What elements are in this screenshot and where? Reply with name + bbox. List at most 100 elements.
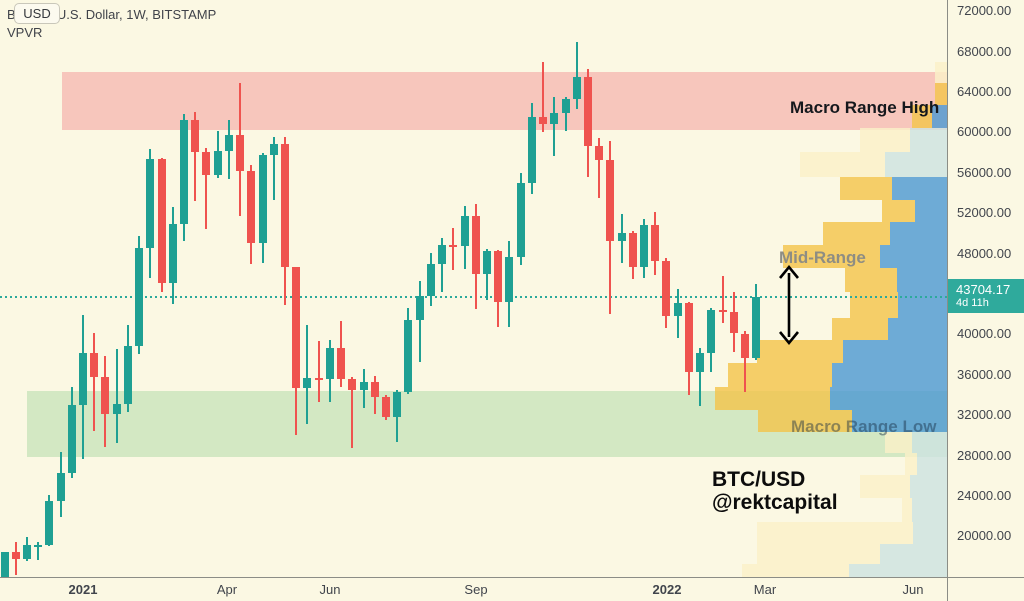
volume-profile-bar-segment bbox=[912, 105, 932, 128]
candle-body bbox=[718, 310, 727, 313]
candle-body bbox=[471, 215, 480, 274]
candle-body bbox=[393, 392, 402, 418]
candle-wick bbox=[272, 137, 275, 201]
volume-profile-bar-segment bbox=[757, 522, 913, 544]
price-tick-label: 56000.00 bbox=[957, 164, 1012, 180]
candle-wick bbox=[194, 112, 197, 201]
candle-body bbox=[0, 552, 9, 577]
current-price-value: 43704.17 bbox=[956, 281, 1011, 297]
candle-wick bbox=[575, 41, 578, 110]
candle-body bbox=[741, 333, 750, 358]
candle-wick bbox=[306, 325, 309, 425]
volume-profile-bar-segment bbox=[757, 340, 843, 363]
volume-profile-bar-segment bbox=[882, 200, 915, 222]
volume-profile-bar-segment bbox=[915, 200, 947, 222]
price-chart-pane[interactable]: Macro Range High Mid-Range Macro Range L… bbox=[0, 0, 947, 577]
mid-range-label: Mid-Range bbox=[779, 248, 866, 267]
candle-body bbox=[460, 215, 469, 246]
indicator-title[interactable]: VPVR bbox=[7, 25, 43, 40]
candle-body bbox=[146, 158, 155, 248]
current-price-badge: 43704.17 4d 11h bbox=[948, 278, 1024, 313]
price-tick-label: 64000.00 bbox=[957, 84, 1012, 99]
volume-profile-bar-segment bbox=[830, 387, 947, 410]
candle-body bbox=[684, 303, 693, 373]
candle-wick bbox=[317, 341, 320, 402]
volume-profile-bar-segment bbox=[742, 564, 849, 577]
volume-profile-bar-segment bbox=[913, 522, 947, 544]
volume-profile-bar-segment bbox=[852, 410, 947, 432]
candle-body bbox=[79, 352, 88, 406]
volume-profile-bar-segment bbox=[840, 177, 892, 200]
watermark: BTC/USD @rektcapital bbox=[712, 468, 838, 514]
candle-body bbox=[168, 223, 177, 283]
candle-body bbox=[651, 225, 660, 261]
volume-profile-bar-segment bbox=[843, 340, 947, 363]
candle-wick bbox=[441, 238, 444, 292]
macro-range-high-zone bbox=[62, 71, 947, 131]
range-arrow bbox=[778, 264, 800, 346]
candle-body bbox=[247, 170, 256, 243]
time-tick-label: Jun bbox=[319, 582, 341, 597]
volume-profile-bar-segment bbox=[932, 105, 947, 128]
candle-wick bbox=[699, 347, 702, 406]
price-tick-label: 36000.00 bbox=[957, 366, 1012, 382]
candle-body bbox=[180, 119, 189, 224]
time-tick-label: Mar bbox=[753, 582, 777, 597]
candle-body bbox=[426, 263, 435, 297]
volume-profile-bar-segment bbox=[849, 564, 947, 577]
candle-body bbox=[348, 378, 357, 390]
candle-body bbox=[673, 303, 682, 316]
volume-profile-bar-segment bbox=[823, 222, 890, 245]
candle-body bbox=[303, 378, 312, 388]
candle-body bbox=[449, 244, 458, 247]
candle-body bbox=[729, 312, 738, 334]
price-tick-label: 20000.00 bbox=[957, 528, 1012, 544]
candle-body bbox=[561, 99, 570, 114]
candle-body bbox=[135, 247, 144, 346]
time-axis-separator bbox=[0, 577, 1024, 578]
candle-body bbox=[236, 134, 245, 171]
price-tick-label: 72000.00 bbox=[957, 3, 1012, 19]
candle-wick bbox=[485, 248, 488, 301]
candle-body bbox=[45, 501, 54, 545]
price-tick-label: 24000.00 bbox=[957, 488, 1012, 503]
candle-body bbox=[314, 378, 323, 381]
time-tick-label: 2021 bbox=[68, 582, 98, 597]
candle-body bbox=[337, 347, 346, 379]
candle-wick bbox=[205, 147, 208, 230]
volume-profile-bar-segment bbox=[880, 245, 947, 268]
candle-body bbox=[191, 119, 200, 153]
volume-profile-bar-segment bbox=[892, 177, 947, 200]
candle-body bbox=[22, 544, 31, 560]
volume-profile-bar-segment bbox=[912, 432, 947, 453]
volume-profile-bar-segment bbox=[832, 363, 947, 387]
candle-body bbox=[628, 232, 637, 267]
currency-toggle-button[interactable]: USD bbox=[14, 3, 60, 24]
candle-wick bbox=[452, 228, 455, 271]
candle-body bbox=[112, 403, 121, 415]
volume-profile-bar-segment bbox=[905, 453, 917, 475]
volume-profile-bar-segment bbox=[860, 475, 910, 498]
volume-profile-bar-segment bbox=[880, 544, 947, 564]
candle-body bbox=[583, 77, 592, 147]
candle-body bbox=[67, 405, 76, 474]
volume-profile-bar-segment bbox=[888, 318, 947, 340]
volume-profile-bar-segment bbox=[910, 128, 947, 152]
time-axis[interactable]: 2021 Apr Jun Sep 2022 Mar Jun bbox=[0, 578, 1024, 601]
candle-body bbox=[516, 183, 525, 258]
candle-body bbox=[11, 552, 20, 560]
watermark-handle: @rektcapital bbox=[712, 491, 838, 514]
macro-range-low-label: Macro Range Low bbox=[791, 417, 937, 436]
watermark-symbol: BTC/USD bbox=[712, 468, 806, 491]
volume-profile-bar-segment bbox=[885, 432, 912, 453]
candle-wick bbox=[351, 377, 354, 448]
candle-body bbox=[269, 143, 278, 156]
candle-wick bbox=[93, 333, 96, 432]
candle-body bbox=[213, 150, 222, 176]
candle-body bbox=[696, 352, 705, 373]
time-tick-label: Apr bbox=[216, 582, 238, 597]
price-scale[interactable]: 43704.17 4d 11h 72000.00 68000.00 64000.00… bbox=[948, 0, 1024, 577]
candle-body bbox=[539, 116, 548, 124]
candle-body bbox=[258, 155, 267, 243]
